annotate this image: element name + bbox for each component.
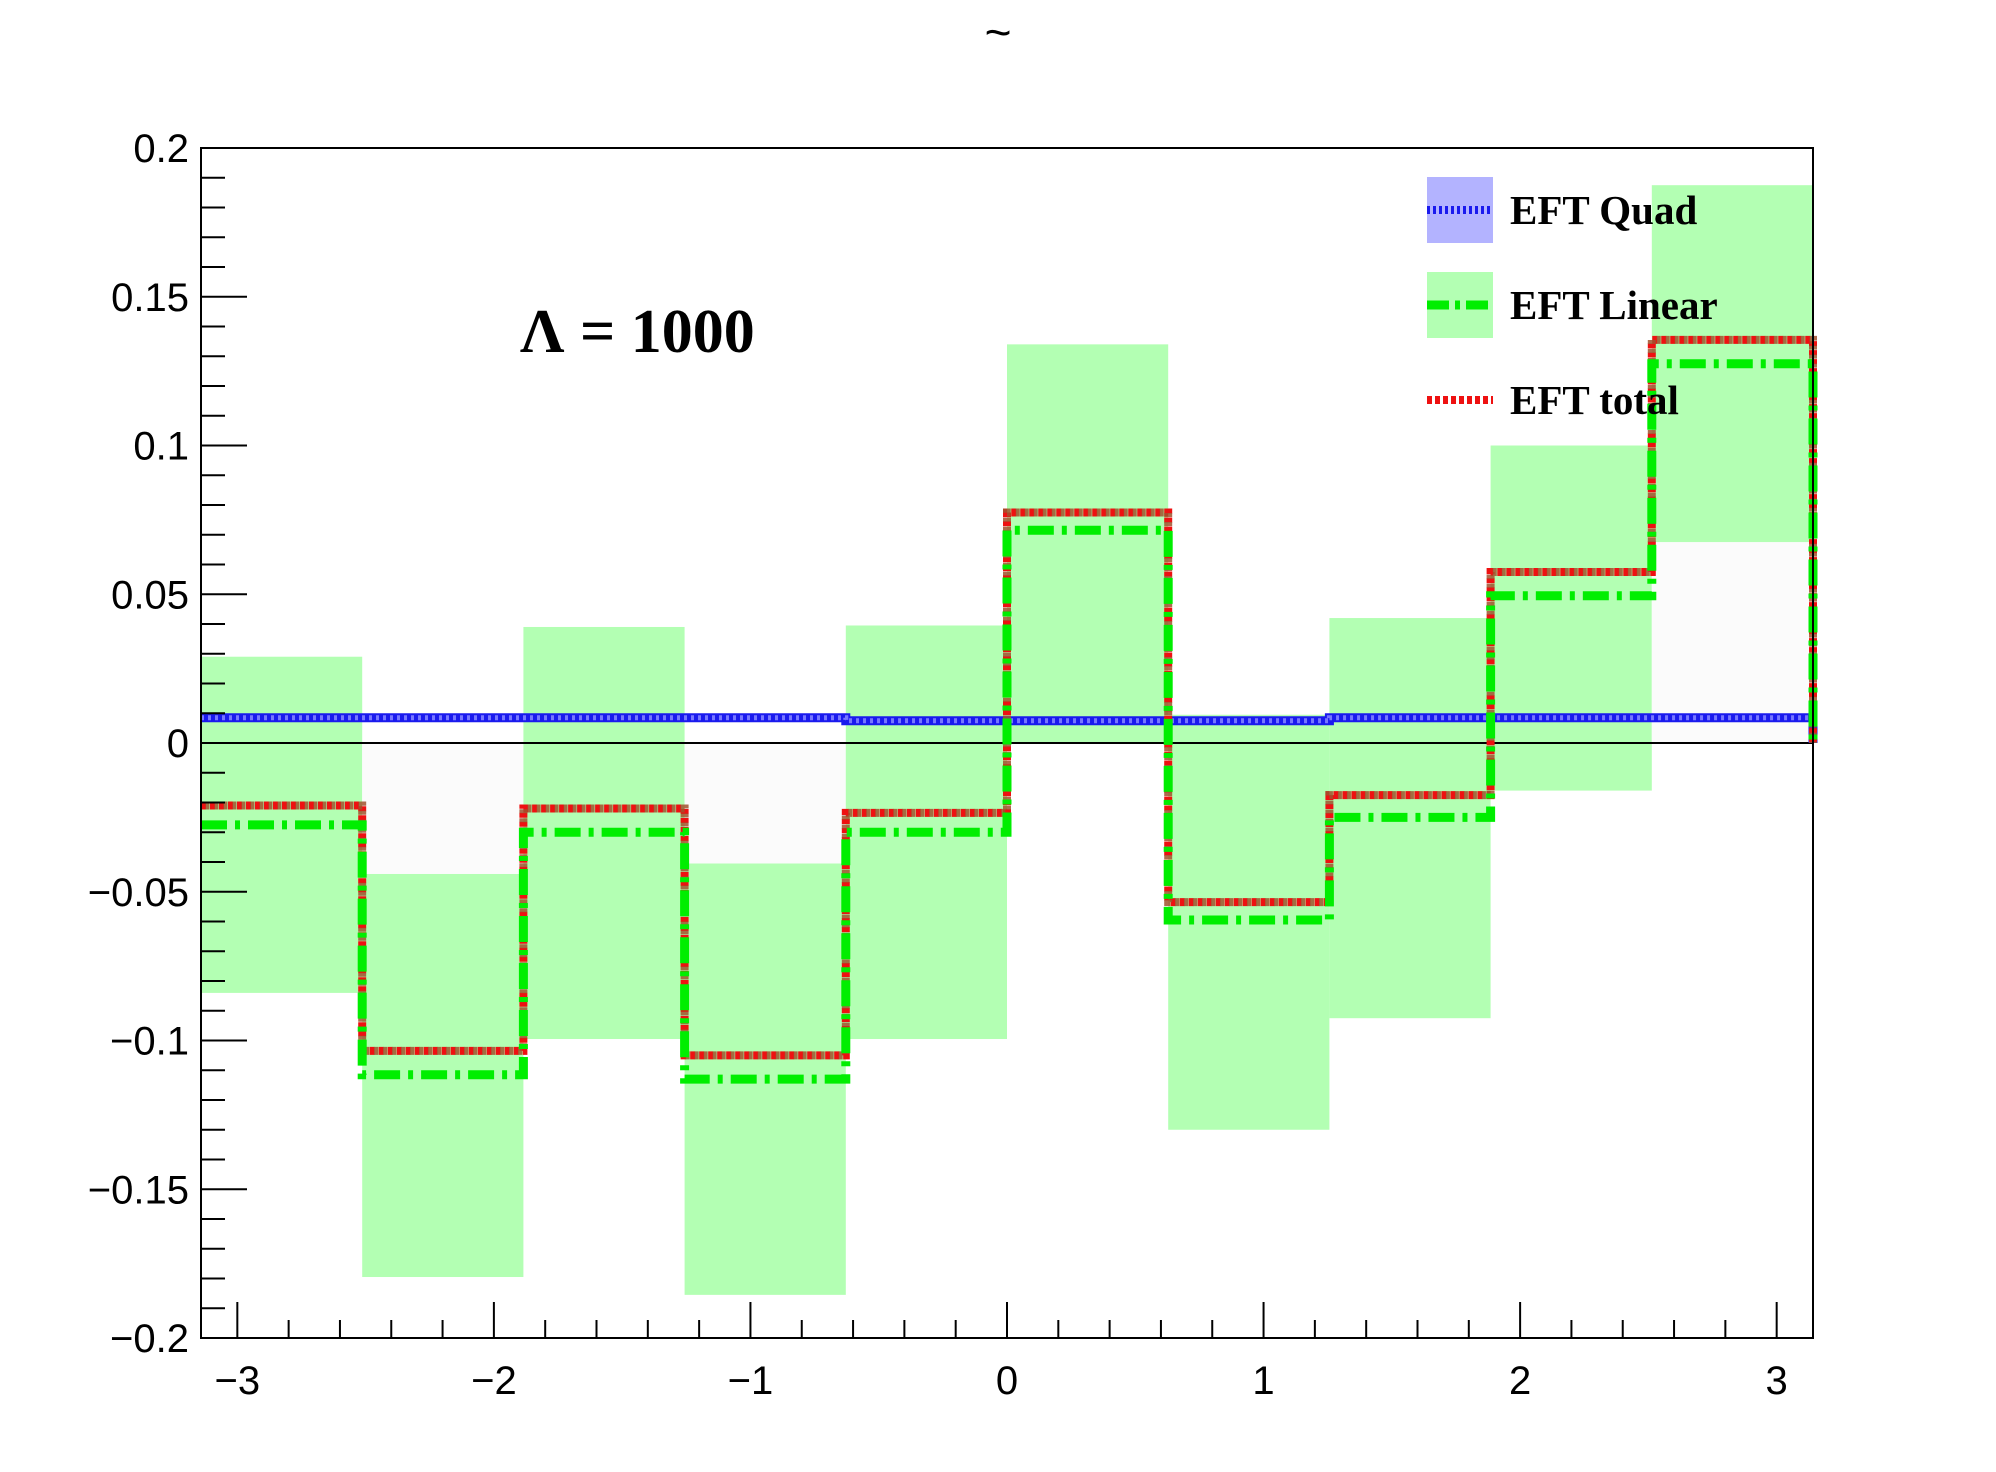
x-tick-label: −2 bbox=[471, 1359, 517, 1403]
y-tick-label: 0.2 bbox=[133, 127, 189, 171]
x-tick-label: 3 bbox=[1766, 1359, 1788, 1403]
legend: EFT Quad EFT Linear EFT total bbox=[1427, 177, 1718, 423]
y-tick-label: 0.1 bbox=[133, 425, 189, 469]
quad-band-gap bbox=[684, 743, 846, 864]
x-tick-label: −3 bbox=[215, 1359, 261, 1403]
axes: −0.2 −0.15 −0.1 −0.05 0 0.05 0.1 0.15 0.2 −3 −2 −1 0… bbox=[88, 127, 1814, 1403]
eft-linear-line bbox=[201, 359, 1818, 1084]
eft-total-line-overlay bbox=[201, 335, 1817, 1060]
linear-band-bin bbox=[1490, 445, 1652, 791]
y-tick-label: 0.15 bbox=[111, 276, 189, 320]
y-tick-label: 0 bbox=[167, 722, 189, 766]
linear-band-bin bbox=[201, 656, 363, 993]
x-tick-label: 2 bbox=[1509, 1359, 1531, 1403]
x-tick-label: 1 bbox=[1252, 1359, 1274, 1403]
y-tick-label: −0.15 bbox=[88, 1168, 189, 1212]
legend-label: EFT total bbox=[1510, 377, 1679, 423]
legend-label: EFT Linear bbox=[1510, 282, 1718, 328]
x-tick-label: −1 bbox=[728, 1359, 774, 1403]
linear-band-bin bbox=[1007, 344, 1169, 743]
chart-title: ~ bbox=[985, 6, 1012, 58]
quad-band-gap bbox=[1651, 542, 1813, 743]
eft-quad-line-dots bbox=[201, 715, 1816, 743]
y-tick-label: −0.1 bbox=[110, 1020, 189, 1064]
quad-band-gap bbox=[362, 743, 524, 874]
lambda-annotation: Λ = 1000 bbox=[520, 298, 755, 366]
y-tick-label: −0.2 bbox=[110, 1317, 189, 1361]
x-tick-label: 0 bbox=[996, 1359, 1018, 1403]
legend-label: EFT Quad bbox=[1510, 187, 1697, 233]
y-tick-label: −0.05 bbox=[88, 871, 189, 915]
y-tick-label: 0.05 bbox=[111, 573, 189, 617]
plot-area bbox=[201, 185, 1818, 1295]
